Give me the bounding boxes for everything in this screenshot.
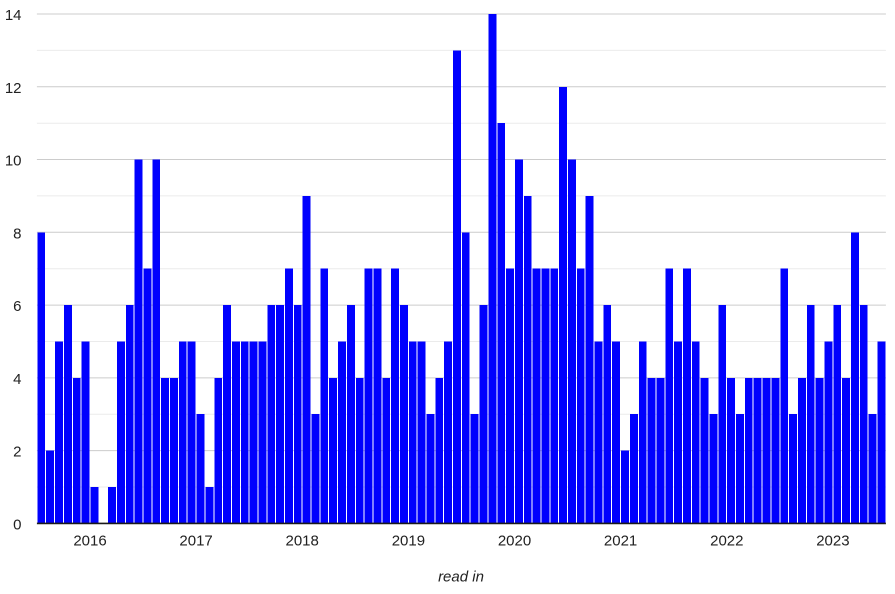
svg-text:2021: 2021 [604, 533, 637, 550]
svg-text:14: 14 [5, 7, 22, 24]
svg-text:10: 10 [5, 153, 22, 170]
svg-text:2022: 2022 [710, 533, 743, 550]
svg-text:6: 6 [13, 298, 21, 315]
svg-text:2019: 2019 [392, 533, 425, 550]
svg-text:2020: 2020 [498, 533, 531, 550]
svg-text:2023: 2023 [816, 533, 849, 550]
svg-text:8: 8 [13, 225, 21, 242]
svg-text:2: 2 [13, 444, 21, 461]
svg-text:2018: 2018 [286, 533, 319, 550]
svg-text:12: 12 [5, 80, 22, 97]
svg-text:4: 4 [13, 371, 21, 388]
svg-text:2016: 2016 [73, 533, 106, 550]
svg-text:read in: read in [438, 569, 484, 586]
svg-text:2017: 2017 [179, 533, 212, 550]
svg-text:0: 0 [13, 516, 21, 533]
